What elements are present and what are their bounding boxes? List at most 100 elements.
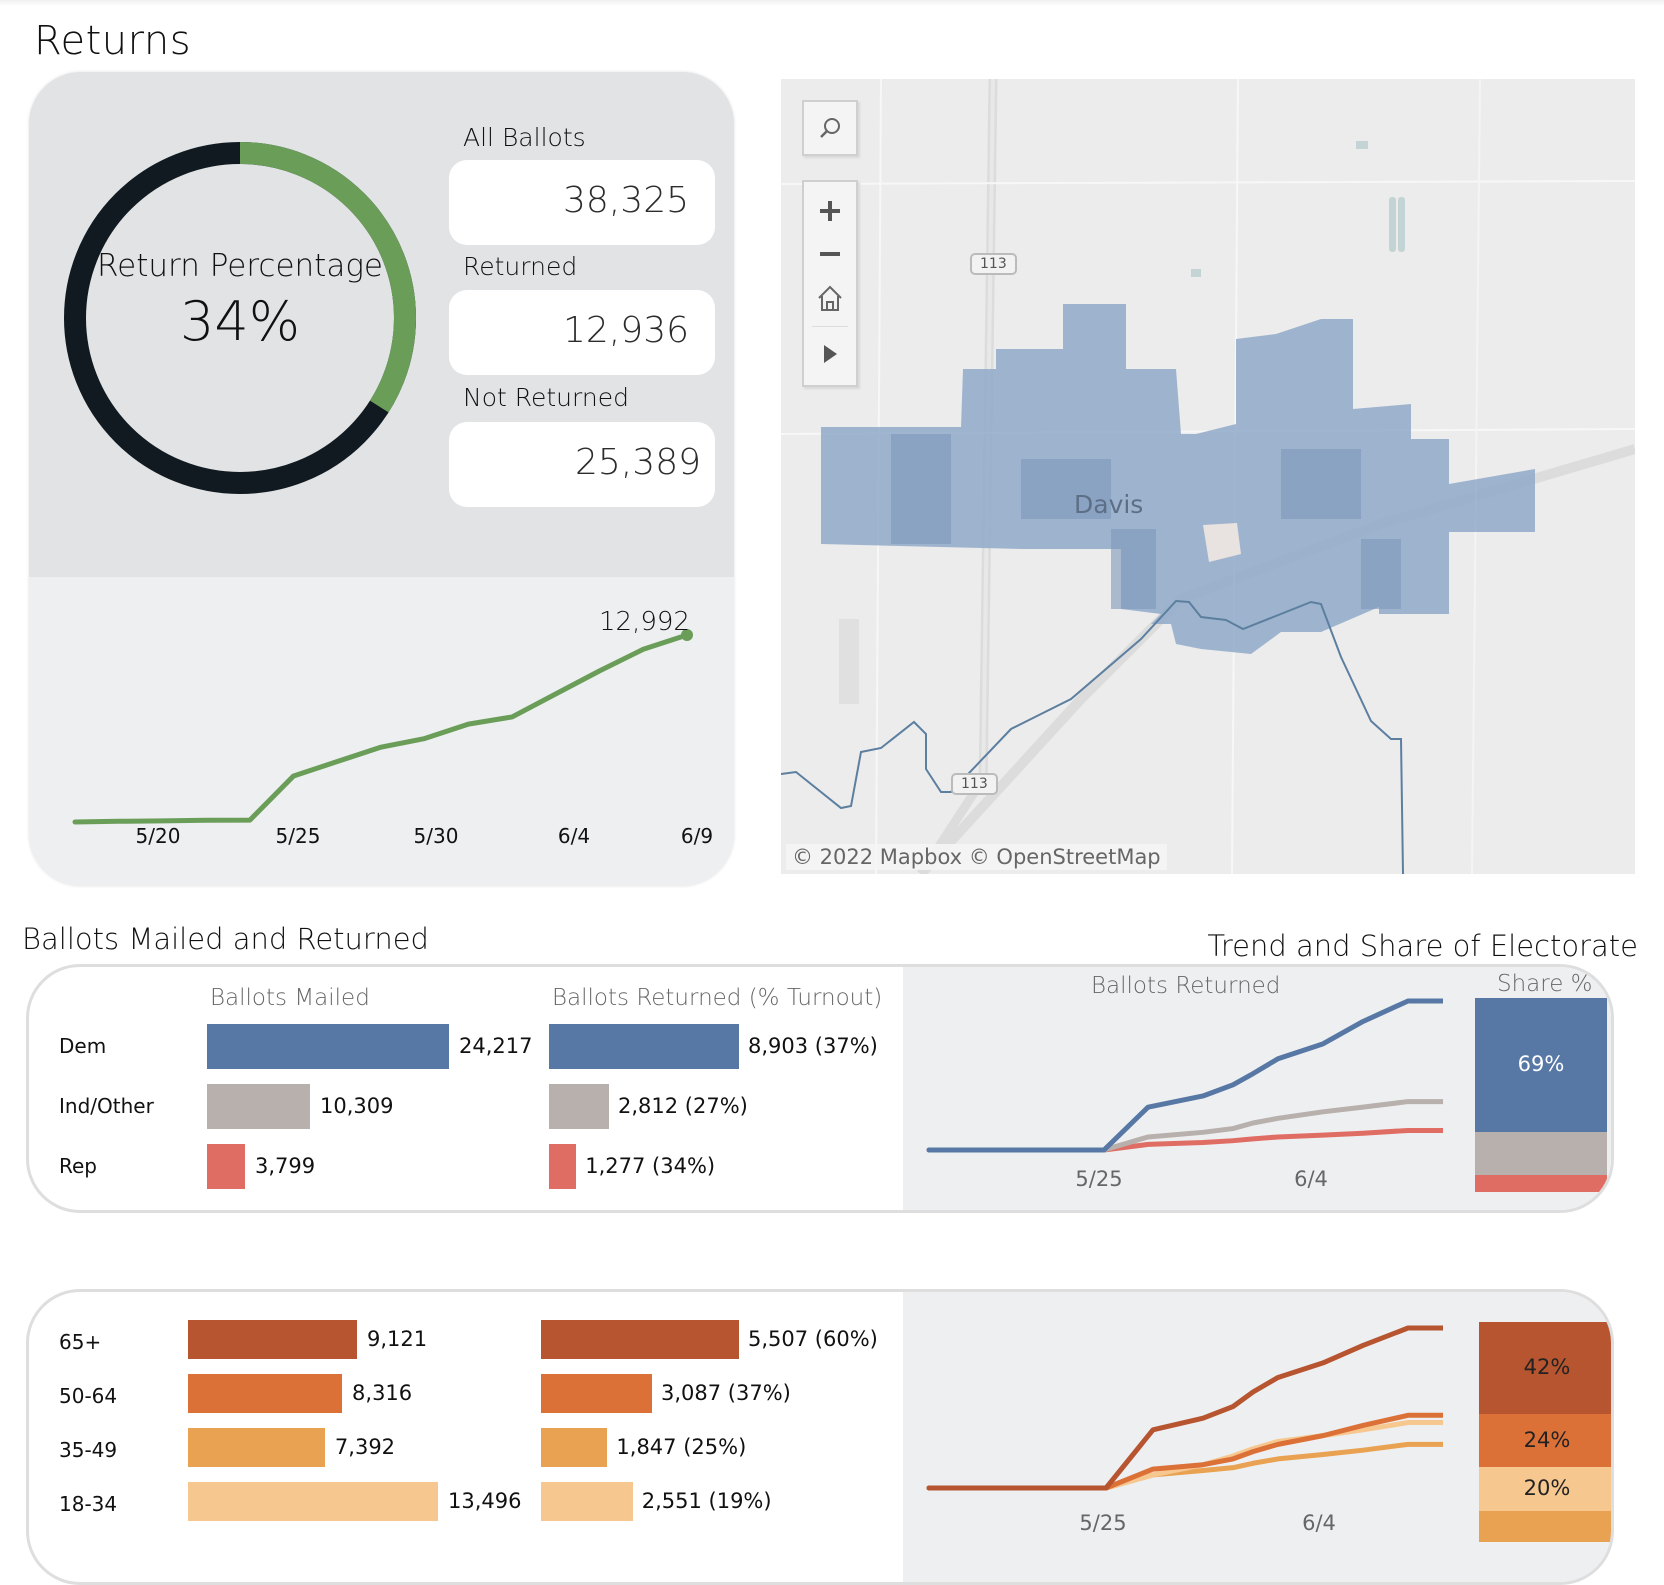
map-canvas[interactable] (781, 79, 1635, 874)
share-segment[interactable]: 20% (1479, 1467, 1611, 1512)
bar-mailed-value: 3,799 (254, 1153, 316, 1178)
stat-label-all-ballots: All Ballots (463, 123, 586, 152)
bar-mailed[interactable] (207, 1144, 245, 1189)
bar-mailed[interactable] (188, 1320, 357, 1359)
control-divider (812, 326, 848, 327)
stat-label-returned: Returned (463, 252, 578, 281)
cumulative-returns-chart[interactable] (29, 577, 734, 886)
trend-line-rep[interactable] (926, 1127, 1443, 1153)
water-feature (1398, 197, 1405, 252)
trend-line-50-64[interactable] (926, 1412, 1443, 1491)
donut-returned-arc (64, 142, 416, 494)
zoom-out-icon[interactable] (804, 232, 856, 276)
share-label: 42% (1523, 1355, 1571, 1380)
bar-mailed[interactable] (207, 1084, 311, 1129)
trend-x-tick: 5/25 (1075, 1167, 1123, 1191)
bar-returned[interactable] (541, 1428, 608, 1467)
trend-line-65-[interactable] (926, 1325, 1443, 1491)
bar-returned[interactable] (541, 1482, 633, 1521)
donut-label: Return Percentage (96, 248, 384, 284)
bar-mailed-value: 9,121 (366, 1326, 428, 1351)
share-segment[interactable] (1479, 1511, 1611, 1542)
bar-returned[interactable] (549, 1144, 577, 1189)
precinct-area (821, 304, 1535, 654)
share-segment[interactable]: 69% (1475, 998, 1607, 1132)
cumulative-x-tick: 5/20 (135, 824, 181, 848)
trend-line-dem[interactable] (926, 998, 1443, 1153)
bar-mailed[interactable] (188, 1428, 325, 1467)
row-label: 65+ (59, 1330, 102, 1354)
trend-line-18-34[interactable] (926, 1420, 1443, 1491)
precinct-darker (1361, 539, 1401, 609)
row-label: Rep (59, 1154, 97, 1178)
precinct-darker (1281, 449, 1361, 519)
share-title: Share % (1497, 971, 1593, 997)
top-bar (0, 0, 1664, 6)
map-place-label: Davis (1074, 490, 1144, 519)
precinct-darker (891, 434, 951, 544)
page-title: Returns (34, 18, 192, 64)
party-share-stacked-bar[interactable]: 69% (1475, 998, 1607, 1192)
bar-returned[interactable] (541, 1374, 652, 1413)
row-label: Ind/Other (59, 1094, 154, 1118)
cumulative-x-tick: 6/4 (557, 824, 591, 848)
bar-mailed-value: 7,392 (334, 1434, 396, 1459)
bar-returned[interactable] (549, 1084, 609, 1129)
bar-returned-value: 3,087 (37%) (660, 1380, 791, 1405)
party-trend-chart[interactable] (903, 967, 1443, 1210)
age-share-stacked-bar[interactable]: 42% 24% 20% (1479, 1322, 1611, 1542)
route-shield-north: 113 (970, 253, 1017, 275)
cumulative-x-tick: 6/9 (680, 824, 714, 848)
map-search-control[interactable] (802, 100, 858, 156)
trend-x-tick: 6/4 (1302, 1511, 1336, 1535)
cumulative-x-tick: 5/30 (413, 824, 459, 848)
row-label: 35-49 (59, 1438, 118, 1462)
bar-mailed-value: 13,496 (448, 1488, 522, 1513)
precinct-map[interactable]: Davis 113 113 © 2022 Mapbox © OpenStreet… (781, 79, 1635, 874)
age-trend-chart[interactable] (903, 1292, 1443, 1582)
age-panel: 42% 24% 20% 65+ 9,121 5,507 (60%) 50-64 8,316 3… (26, 1289, 1614, 1585)
trend-x-tick: 5/25 (1079, 1511, 1127, 1535)
bar-mailed[interactable] (188, 1374, 343, 1413)
home-icon[interactable] (804, 276, 856, 320)
share-segment[interactable]: 24% (1479, 1414, 1611, 1468)
search-icon[interactable] (804, 106, 856, 150)
zoom-in-icon[interactable] (804, 189, 856, 233)
stat-value-all-ballots: 38,325 (563, 180, 689, 221)
stat-label-not-returned: Not Returned (463, 383, 629, 412)
bar-returned-value: 2,812 (27%) (618, 1093, 748, 1118)
water-feature (1356, 141, 1368, 149)
return-donut-chart[interactable] (29, 72, 734, 577)
returns-summary-panel: Return Percentage 34% All Ballots 38,325… (29, 72, 734, 886)
share-segment[interactable] (1475, 1131, 1607, 1175)
share-segment[interactable] (1475, 1174, 1607, 1192)
share-label: 69% (1517, 1051, 1565, 1076)
trend-line-ind-other[interactable] (926, 1099, 1443, 1153)
route-shield-south: 113 (951, 773, 998, 795)
bar-returned-value: 1,277 (34%) (585, 1153, 716, 1178)
bar-mailed[interactable] (188, 1482, 438, 1521)
trend-title: Ballots Returned (1091, 973, 1281, 999)
bar-mailed[interactable] (207, 1024, 449, 1069)
cumulative-end-label: 12,992 (599, 607, 690, 637)
cumulative-x-tick: 5/25 (275, 824, 321, 848)
bar-returned-value: 2,551 (19%) (641, 1488, 772, 1513)
map-attribution[interactable]: © 2022 Mapbox © OpenStreetMap (786, 844, 1167, 870)
row-label: 18-34 (59, 1492, 118, 1516)
bar-mailed-value: 10,309 (320, 1093, 394, 1118)
party-panel: Ballots Mailed Ballots Returned (% Turno… (26, 964, 1614, 1213)
col-header-returned: Ballots Returned (% Turnout) (552, 985, 883, 1011)
map-zoom-controls (802, 180, 858, 387)
bar-returned-value: 8,903 (37%) (748, 1033, 878, 1058)
bar-returned[interactable] (549, 1024, 739, 1069)
row-label: Dem (59, 1034, 107, 1058)
bar-returned[interactable] (541, 1320, 739, 1359)
play-icon[interactable] (804, 332, 856, 376)
bar-mailed-value: 24,217 (459, 1033, 533, 1058)
stat-box-all-ballots: 38,325 (449, 160, 715, 245)
bar-mailed-value: 8,316 (352, 1380, 413, 1405)
cumulative-returns-line (72, 632, 690, 825)
road (781, 180, 1635, 185)
share-segment[interactable]: 42% (1479, 1322, 1611, 1415)
stat-box-not-returned: 25,389 (449, 422, 715, 507)
